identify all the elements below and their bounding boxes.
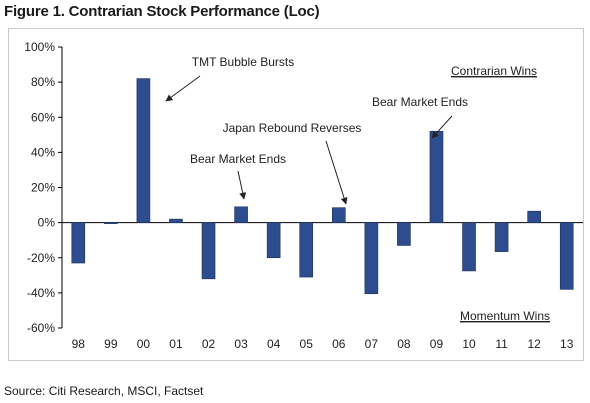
x-tick-label: 05 [300,337,314,351]
x-tick-label: 09 [430,337,444,351]
y-tick-label: -20% [27,251,55,265]
x-tick-label: 00 [137,337,151,351]
x-tick-label: 02 [202,337,216,351]
y-tick-label: 20% [31,181,55,195]
x-tick-label: 99 [104,337,118,351]
y-tick-label: 100% [24,40,55,54]
annotation-label: TMT Bubble Bursts [192,55,294,69]
bar-05 [299,222,314,278]
annotation-label: Bear Market Ends [372,95,468,109]
x-tick-label: 98 [72,337,86,351]
bar-03 [234,206,248,223]
x-tick-label: 06 [332,337,346,351]
x-tick-label: 03 [234,337,248,351]
momentum-wins-label: Momentum Wins [460,309,550,323]
bar-00 [136,78,151,223]
contrarian-wins-label: Contrarian Wins [451,64,537,78]
chart-frame [8,28,584,361]
bar-01 [169,218,183,223]
bar-13 [559,222,574,290]
x-tick-label: 11 [495,337,508,351]
bar-11 [494,222,509,252]
y-tick-label: 80% [31,75,55,89]
bar-06 [331,207,346,223]
x-tick-label: 04 [267,337,281,351]
annotation-arrow [325,140,348,205]
bar-08 [397,222,411,246]
y-tick-label: 60% [31,110,55,124]
figure-title: Figure 1. Contrarian Stock Performance (… [4,3,320,20]
bar-04 [266,222,281,259]
x-tick-label: 13 [560,337,574,351]
annotation-arrow [237,170,247,200]
x-tick-label: 07 [365,337,379,351]
bar-10 [462,222,476,272]
annotation-label: Japan Rebound Reverses [223,121,362,135]
source-note: Source: Citi Research, MSCI, Factset [4,384,204,398]
x-tick-label: 10 [462,337,476,351]
annotation-arrow [431,115,453,139]
x-tick-label: 08 [397,337,411,351]
bar-98 [71,222,86,264]
y-tick-label: 40% [31,145,55,159]
annotation-label: Bear Market Ends [190,152,286,166]
x-tick-label: 12 [527,337,541,351]
bar-07 [364,222,379,295]
bar-99 [104,222,118,224]
bar-chart: -60% -40% -20% 0% 20% 40% 60% 80% 100% 98 99 00 01 02… [24,40,583,351]
y-tick-label: -40% [27,286,55,300]
bar-02 [201,222,216,280]
annotation-arrow [165,75,201,102]
x-tick-label: 01 [169,337,183,351]
y-tick-label: 0% [38,216,56,230]
bar-09 [429,131,444,223]
bar-12 [527,210,541,223]
y-tick-label: -60% [27,321,55,335]
